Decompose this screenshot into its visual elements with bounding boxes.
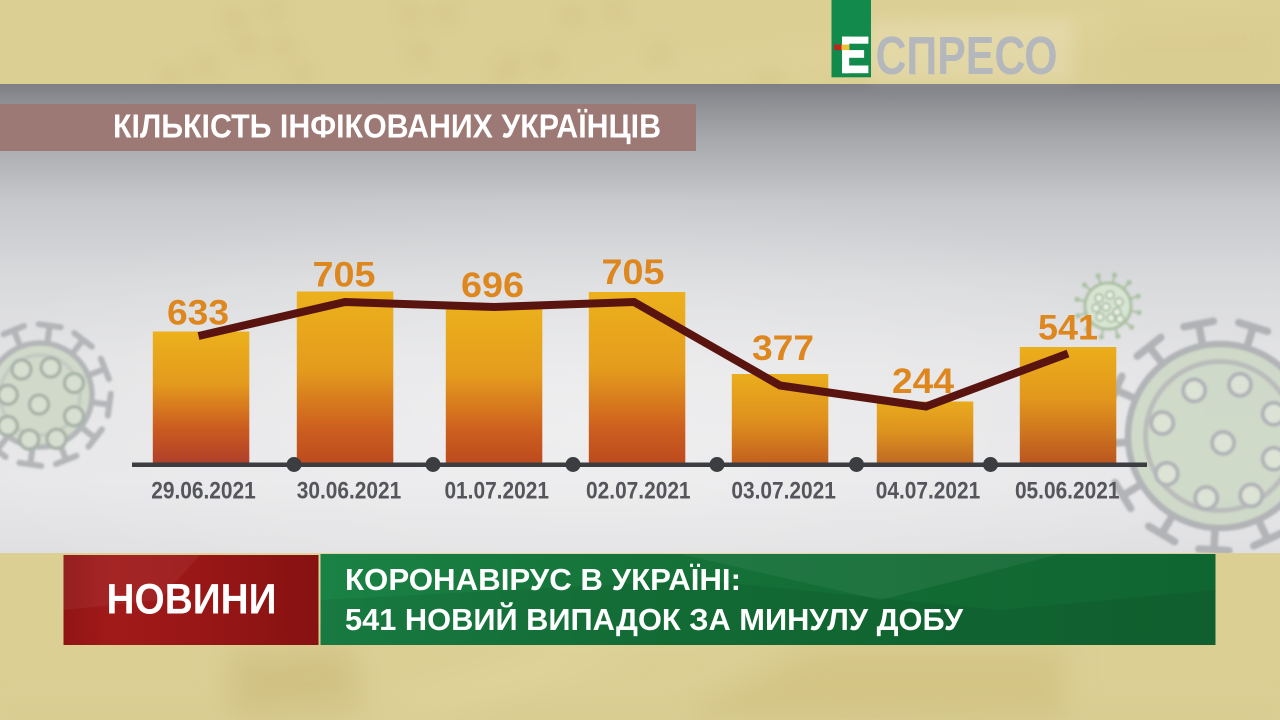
svg-text:04.07.2021: 04.07.2021 bbox=[876, 477, 981, 504]
svg-text:01.07.2021: 01.07.2021 bbox=[444, 477, 549, 504]
svg-text:29.06.2021: 29.06.2021 bbox=[151, 477, 256, 504]
svg-text:КОРОНАВІРУС В УКРАЇНІ:: КОРОНАВІРУС В УКРАЇНІ: bbox=[345, 562, 741, 597]
svg-text:696: 696 bbox=[461, 266, 524, 305]
svg-text:КІЛЬКІСТЬ ІНФІКОВАНИХ УКРАЇНЦІ: КІЛЬКІСТЬ ІНФІКОВАНИХ УКРАЇНЦІВ bbox=[113, 108, 661, 145]
svg-text:705: 705 bbox=[602, 253, 665, 292]
svg-text:02.07.2021: 02.07.2021 bbox=[586, 477, 691, 504]
svg-text:244: 244 bbox=[892, 362, 955, 401]
svg-text:541: 541 bbox=[1038, 309, 1098, 348]
svg-text:377: 377 bbox=[752, 329, 814, 368]
svg-text:03.07.2021: 03.07.2021 bbox=[731, 477, 836, 504]
svg-text:705: 705 bbox=[313, 255, 376, 294]
svg-text:СПРЕСО: СПРЕСО bbox=[876, 27, 1058, 86]
svg-text:05.06.2021: 05.06.2021 bbox=[1015, 477, 1120, 504]
svg-text:633: 633 bbox=[167, 294, 229, 333]
svg-text:НОВИНИ: НОВИНИ bbox=[107, 576, 277, 624]
svg-text:541 НОВИЙ ВИПАДОК ЗА МИНУЛУ ДО: 541 НОВИЙ ВИПАДОК ЗА МИНУЛУ ДОБУ bbox=[345, 601, 964, 637]
svg-text:30.06.2021: 30.06.2021 bbox=[297, 477, 402, 504]
